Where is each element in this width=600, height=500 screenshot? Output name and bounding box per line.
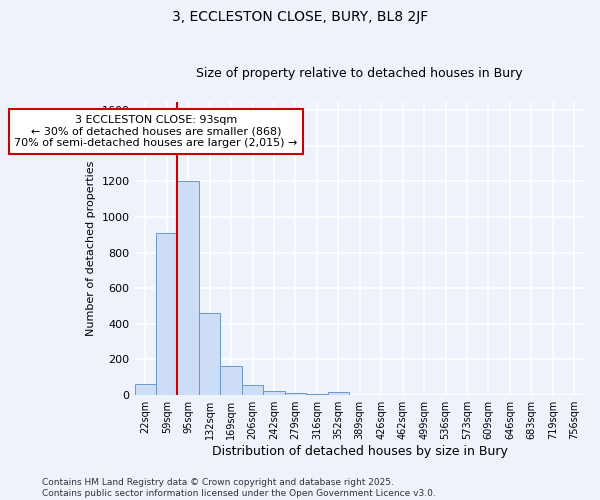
Bar <box>220 366 242 394</box>
Title: Size of property relative to detached houses in Bury: Size of property relative to detached ho… <box>196 66 523 80</box>
Bar <box>328 392 349 394</box>
X-axis label: Distribution of detached houses by size in Bury: Distribution of detached houses by size … <box>212 444 508 458</box>
Y-axis label: Number of detached properties: Number of detached properties <box>86 160 96 336</box>
Bar <box>156 233 178 394</box>
Bar <box>134 384 156 394</box>
Bar <box>242 385 263 394</box>
Text: Contains HM Land Registry data © Crown copyright and database right 2025.
Contai: Contains HM Land Registry data © Crown c… <box>42 478 436 498</box>
Text: 3, ECCLESTON CLOSE, BURY, BL8 2JF: 3, ECCLESTON CLOSE, BURY, BL8 2JF <box>172 10 428 24</box>
Bar <box>178 180 199 394</box>
Text: 3 ECCLESTON CLOSE: 93sqm
← 30% of detached houses are smaller (868)
70% of semi-: 3 ECCLESTON CLOSE: 93sqm ← 30% of detach… <box>14 115 298 148</box>
Bar <box>263 391 284 394</box>
Bar <box>199 313 220 394</box>
